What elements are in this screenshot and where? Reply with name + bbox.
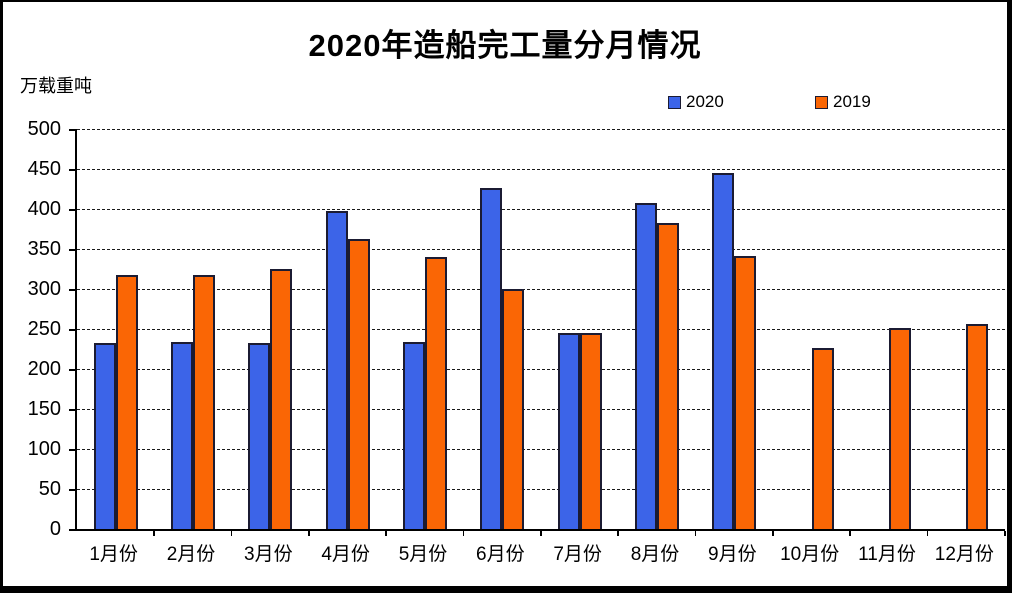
bar-2019-4月份 — [347, 239, 370, 529]
bar-2019-3月份 — [270, 269, 293, 529]
bar-2019-1月份 — [115, 275, 138, 529]
bar-2020-9月份 — [712, 173, 735, 529]
bar-2020-4月份 — [325, 210, 348, 529]
y-axis-label-500: 500 — [27, 118, 61, 140]
bar-2020-2月份 — [171, 341, 193, 529]
legend-swatch-2019 — [815, 95, 828, 109]
x-tick-3 — [308, 531, 310, 536]
gridline-300 — [77, 289, 1005, 290]
x-axis-label-6月份: 6月份 — [476, 544, 525, 565]
bar-2019-9月份 — [734, 256, 757, 529]
y-tick-200 — [69, 369, 75, 371]
x-tick-2 — [230, 531, 233, 536]
bar-2019-2月份 — [193, 275, 215, 529]
x-tick-5 — [462, 531, 465, 536]
bar-2019-7月份 — [579, 333, 602, 529]
y-tick-300 — [69, 289, 75, 291]
gridline-400 — [77, 209, 1005, 210]
legend-label-2019: 2019 — [833, 92, 871, 111]
legend-swatch-2020 — [668, 95, 681, 109]
y-axis-label-50: 50 — [38, 478, 61, 500]
y-axis-label-250: 250 — [27, 318, 61, 340]
bar-2020-3月份 — [248, 343, 271, 529]
y-axis-label-300: 300 — [27, 278, 61, 300]
bar-2019-11月份 — [889, 328, 911, 529]
y-tick-350 — [69, 249, 75, 251]
gridline-450 — [77, 169, 1005, 170]
gridline-200 — [77, 369, 1005, 370]
legend-item-2019: 2019 — [815, 92, 871, 112]
gridline-150 — [77, 409, 1005, 410]
x-axis-label-8月份: 8月份 — [630, 544, 680, 565]
x-axis-label-9月份: 9月份 — [708, 544, 757, 565]
chart-title: 2020年造船完工量分月情况 — [308, 28, 702, 63]
bar-2019-12月份 — [966, 324, 989, 529]
bar-2019-8月份 — [657, 222, 679, 529]
y-axis-unit-label: 万载重吨 — [20, 76, 92, 96]
x-axis-label-10月份: 10月份 — [780, 544, 840, 565]
y-axis-label-200: 200 — [27, 358, 61, 380]
gridline-500 — [77, 129, 1005, 130]
x-axis-label-4月份: 4月份 — [321, 544, 370, 565]
bar-2020-5月份 — [403, 341, 425, 529]
x-axis-label-2月份: 2月份 — [166, 544, 216, 565]
gridline-350 — [77, 249, 1005, 250]
x-axis-label-12月份: 12月份 — [934, 544, 994, 565]
x-tick-6 — [540, 531, 542, 536]
y-axis-label-0: 0 — [49, 518, 61, 540]
x-axis-label-1月份: 1月份 — [89, 544, 138, 565]
x-tick-8 — [694, 531, 697, 536]
bar-2020-8月份 — [635, 203, 657, 529]
x-tick-7 — [617, 531, 619, 536]
y-axis-label-400: 400 — [27, 198, 61, 220]
x-tick-10 — [849, 531, 851, 536]
gridline-50 — [77, 489, 1005, 490]
y-tick-500 — [69, 129, 75, 131]
y-axis-label-100: 100 — [27, 438, 61, 460]
gridline-100 — [77, 449, 1005, 450]
bar-2019-6月份 — [502, 289, 525, 529]
bar-2020-7月份 — [557, 333, 580, 529]
x-axis-label-11月份: 11月份 — [858, 544, 916, 565]
x-tick-12 — [1004, 531, 1006, 536]
y-tick-0 — [69, 529, 75, 531]
bar-2019-10月份 — [811, 348, 834, 529]
x-axis-label-3月份: 3月份 — [244, 544, 293, 565]
y-tick-100 — [69, 449, 75, 451]
y-tick-400 — [69, 209, 75, 211]
x-tick-4 — [385, 531, 387, 536]
y-tick-450 — [69, 169, 75, 171]
plot-area — [69, 129, 1006, 536]
y-axis-label-450: 450 — [27, 158, 61, 180]
x-axis-label-7月份: 7月份 — [553, 544, 602, 565]
y-tick-150 — [69, 409, 75, 411]
y-tick-250 — [69, 329, 75, 331]
x-axis-label-5月份: 5月份 — [398, 544, 448, 565]
x-tick-11 — [926, 531, 929, 536]
y-axis-label-150: 150 — [27, 398, 61, 420]
x-tick-1 — [153, 531, 155, 536]
gridline-250 — [77, 329, 1005, 330]
bar-2020-1月份 — [93, 343, 116, 529]
legend-item-2020: 2020 — [668, 92, 724, 112]
legend-label-2020: 2020 — [686, 92, 724, 111]
x-tick-9 — [772, 531, 774, 536]
y-axis-label-350: 350 — [27, 238, 61, 260]
bar-2019-5月份 — [425, 257, 447, 529]
bar-2020-6月份 — [480, 188, 503, 529]
y-tick-50 — [69, 489, 75, 491]
